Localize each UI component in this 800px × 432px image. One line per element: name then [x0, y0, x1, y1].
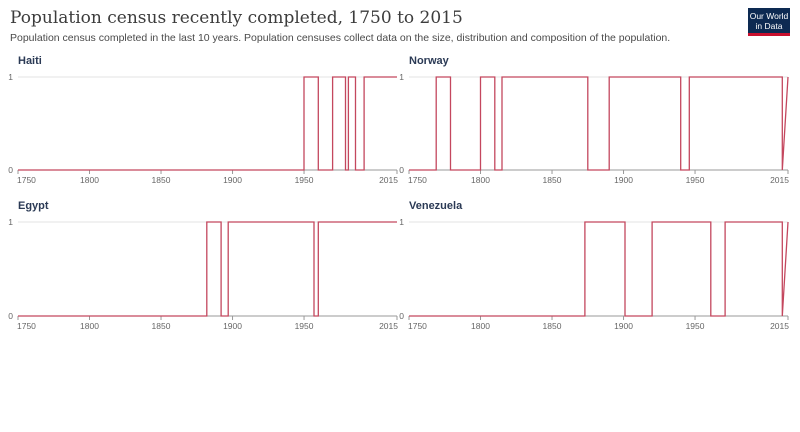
x-tick-label: 1900 — [614, 321, 633, 331]
series-line — [18, 76, 397, 171]
x-tick-label: 1900 — [614, 175, 633, 185]
panel-title: Norway — [409, 55, 450, 67]
owid-logo[interactable]: Our World in Data — [748, 8, 790, 36]
chart-subtitle: Population census completed in the last … — [10, 32, 671, 44]
x-tick-label: 1950 — [686, 175, 705, 185]
y-tick-label: 0 — [399, 165, 404, 175]
x-tick-label: 1850 — [152, 321, 171, 331]
y-tick-label: 0 — [8, 311, 13, 321]
y-tick-label: 0 — [399, 311, 404, 321]
y-tick-label: 1 — [8, 217, 13, 227]
y-tick-label: 1 — [8, 72, 13, 82]
x-tick-label: 1900 — [223, 175, 242, 185]
x-tick-label: 1850 — [543, 175, 562, 185]
x-tick-label: 1950 — [295, 321, 314, 331]
x-tick-label: 1800 — [471, 321, 490, 331]
x-tick-label: 1750 — [408, 175, 427, 185]
x-tick-label: 2015 — [770, 321, 789, 331]
series-line — [409, 76, 789, 171]
x-tick-label: 1900 — [223, 321, 242, 331]
logo-line-2: in Data — [755, 21, 783, 31]
x-tick-label: 1950 — [686, 321, 705, 331]
y-tick-label: 1 — [399, 72, 404, 82]
series-line — [409, 221, 789, 317]
x-tick-label: 1750 — [17, 321, 36, 331]
x-tick-label: 2015 — [379, 321, 398, 331]
x-tick-label: 1850 — [152, 175, 171, 185]
x-tick-label: 1950 — [295, 175, 314, 185]
y-tick-label: 0 — [8, 165, 13, 175]
x-tick-label: 1800 — [80, 175, 99, 185]
x-tick-label: 1800 — [80, 321, 99, 331]
chart-title: Population census recently completed, 17… — [10, 8, 463, 28]
panel-egypt: Egypt 0 1 1750 1800 1850 1900 1950 2015 — [8, 200, 398, 331]
x-tick-label: 1850 — [543, 321, 562, 331]
panel-norway: Norway 0 1 1750 1800 1850 1900 1950 2015 — [399, 55, 789, 185]
x-tick-label: 2015 — [770, 175, 789, 185]
panel-title: Venezuela — [409, 200, 463, 212]
x-tick-label: 1800 — [471, 175, 490, 185]
y-tick-label: 1 — [399, 217, 404, 227]
series-line — [18, 221, 397, 317]
x-tick-label: 1750 — [408, 321, 427, 331]
panel-venezuela: Venezuela 0 1 1750 1800 1850 1900 1950 2015 — [399, 200, 789, 331]
x-tick-label: 2015 — [379, 175, 398, 185]
panel-haiti: Haiti 0 1 1750 1800 1850 1900 1950 2015 — [8, 55, 398, 185]
panel-title: Haiti — [18, 55, 42, 67]
x-tick-label: 1750 — [17, 175, 36, 185]
panel-title: Egypt — [18, 200, 49, 212]
logo-line-1: Our World — [749, 11, 789, 21]
